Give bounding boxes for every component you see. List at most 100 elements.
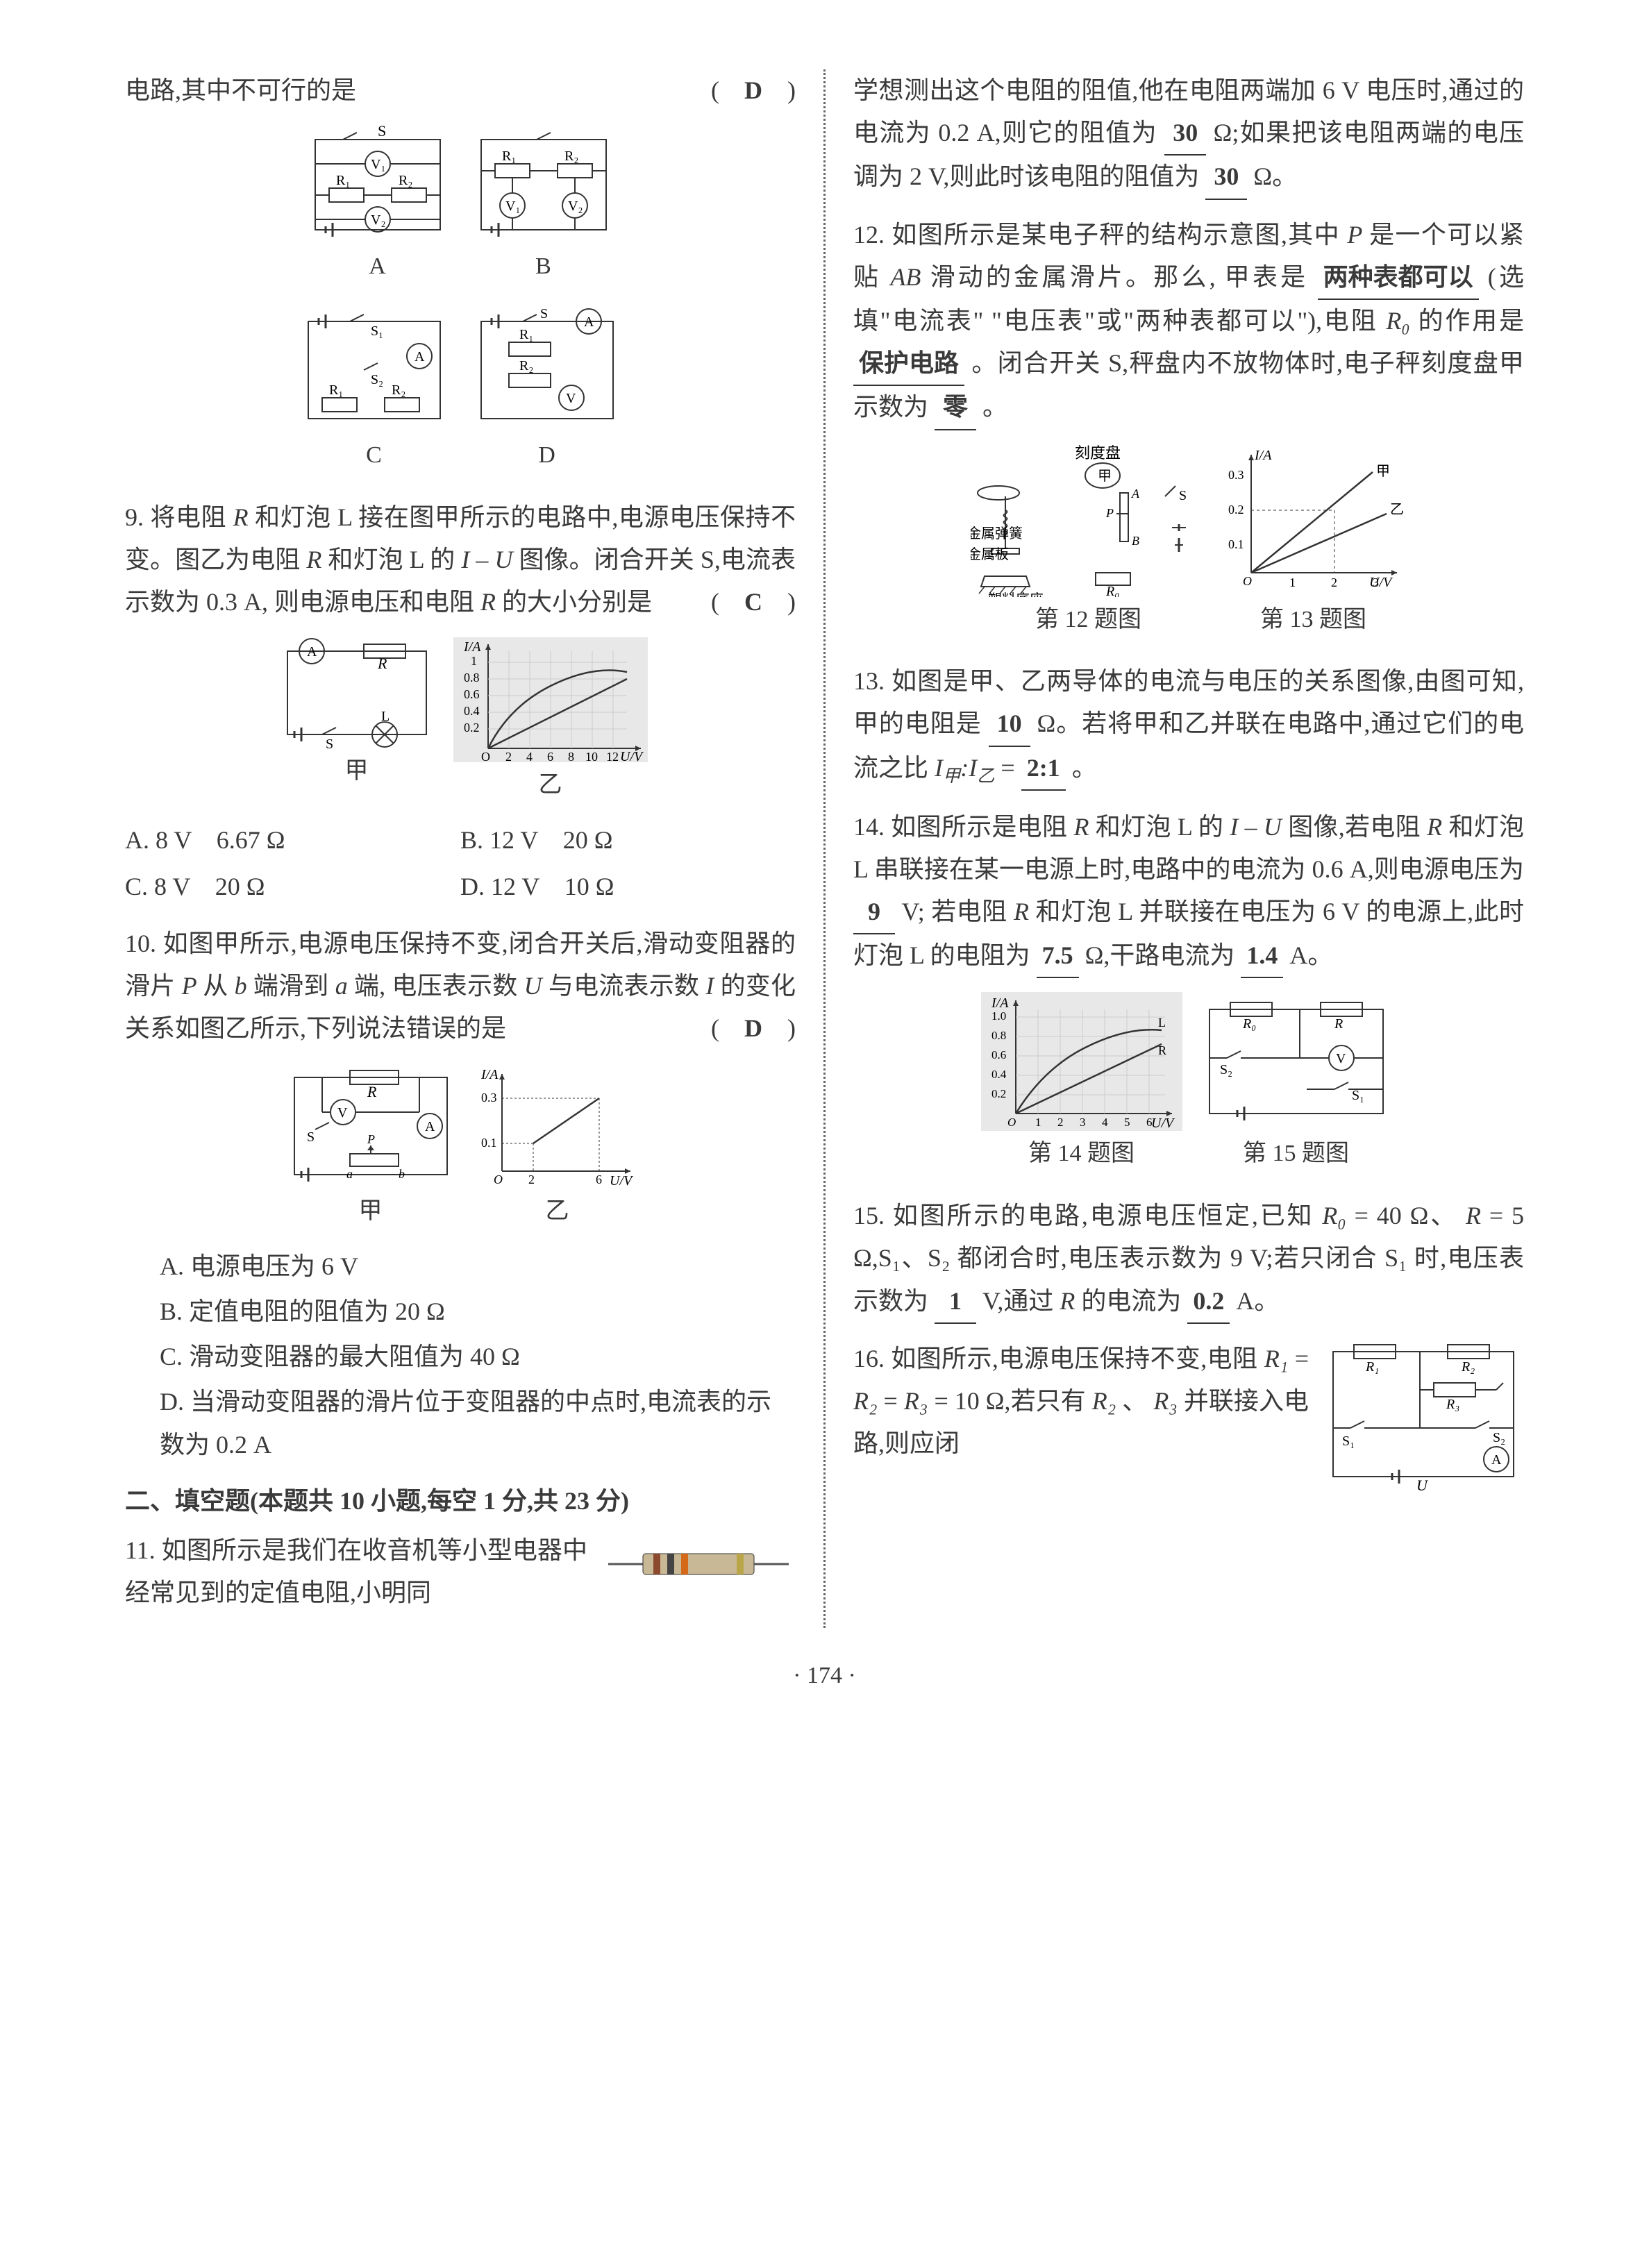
q12-num: 12.	[853, 221, 885, 249]
q16-t1: 如图所示,电源电压保持不变,电阻	[891, 1345, 1257, 1372]
svg-text:R: R	[367, 1083, 377, 1100]
q14-t1: 如图所示是电阻	[891, 813, 1067, 841]
q9-circuit-svg: A R S L	[274, 637, 440, 748]
circuit-d: S A R₁ R₂ V D	[467, 308, 627, 476]
svg-text:6: 6	[1146, 1116, 1153, 1129]
svg-text:5: 5	[1124, 1116, 1130, 1129]
svg-text:V: V	[566, 391, 576, 406]
circuit-c-svg: S₁ A S₂ R₁ R₂	[294, 308, 454, 432]
q14-t3: 图像,若电阻	[1288, 813, 1421, 841]
q8-block: 电路,其中不可行的是 ( D ) S V₁ R₁	[125, 69, 796, 482]
q14-num: 14.	[853, 813, 885, 841]
label-d: D	[467, 435, 627, 476]
svg-text:6: 6	[547, 750, 553, 762]
resistor-diagram	[601, 1529, 796, 1599]
q10-t2: 从	[203, 972, 228, 1000]
svg-text:V₁: V₁	[505, 199, 520, 214]
r-v7: R	[1466, 1202, 1481, 1229]
label-b: B	[467, 246, 620, 287]
svg-text:1.0: 1.0	[991, 1009, 1006, 1023]
q13-diag-label: 第 13 题图	[1220, 600, 1407, 640]
plate-label: 金属板	[971, 546, 1009, 562]
q12-svg: 刻度盘 甲 金属弹簧 金属板	[971, 444, 1207, 597]
r2-v2: R₂	[1092, 1387, 1116, 1415]
q15-svg: R₀ R V S₂ S₁	[1196, 992, 1397, 1131]
i-var: I	[705, 972, 720, 1000]
left-column: 电路,其中不可行的是 ( D ) S V₁ R₁	[104, 69, 817, 1628]
svg-text:10: 10	[585, 750, 598, 762]
q12-ans3: 零	[935, 386, 976, 430]
q8-diagrams-2: S₁ A S₂ R₁ R₂ C	[125, 301, 796, 482]
q12-diag-label: 第 12 题图	[971, 600, 1207, 640]
q10-t4: 端, 电压表示数	[354, 972, 517, 1000]
svg-text:甲: 甲	[1098, 469, 1112, 484]
r0-v2: R₀	[1322, 1202, 1346, 1229]
q10-circuit: R V A S P	[281, 1064, 461, 1232]
q15-circuit: R₀ R V S₂ S₁	[1196, 992, 1397, 1174]
svg-text:S: S	[378, 126, 386, 140]
svg-text:12: 12	[606, 750, 619, 762]
q13-t3: =	[1001, 754, 1014, 782]
q10-answer-paren: ( D )	[711, 1007, 796, 1050]
svg-text:V: V	[337, 1105, 348, 1120]
svg-text:2: 2	[505, 750, 512, 762]
q11-block: 11. 如图所示是我们在收音机等小型电器中经常见到的定值电阻,小明同	[125, 1529, 796, 1614]
q14-ans3: 1.4	[1241, 934, 1283, 978]
q10-opt-c: C. 滑动变阻器的最大阻值为 40 Ω	[160, 1336, 796, 1378]
u-var: U	[524, 972, 549, 1000]
q15-t1: 如图所示的电路,电源电压恒定,已知	[893, 1202, 1314, 1229]
q8-diagrams: S V₁ R₁ R₂ V₂	[125, 119, 796, 294]
svg-text:R₂: R₂	[1461, 1359, 1475, 1375]
q8-answer: D	[744, 76, 762, 104]
q8-answer-paren: ( D )	[711, 69, 796, 112]
svg-text:4: 4	[1102, 1116, 1108, 1129]
q15-t2: = 40 Ω、	[1355, 1202, 1457, 1229]
svg-text:0.1: 0.1	[1228, 537, 1244, 551]
q9-graph-svg: I/A U/V 1 0.8 0.6 0.4 0.2 O 2 4 6 8 10 1…	[453, 637, 648, 762]
r-var2: R	[306, 546, 328, 573]
q16-svg: R₁ R₂ R₃ S₁ S₂	[1323, 1338, 1524, 1490]
q14-block: 14. 如图所示是电阻 R 和灯泡 L 的 I – U 图像,若电阻 R 和灯泡…	[853, 806, 1524, 1182]
q14-t2: 和灯泡 L 的	[1096, 813, 1223, 841]
svg-text:R₂: R₂	[519, 358, 533, 373]
q10-graph-svg: I/A U/V 0.3 0.1 O 2 6	[474, 1064, 641, 1188]
q10-circuit-svg: R V A S P	[281, 1064, 461, 1188]
spring-label: 金属弹簧	[971, 526, 1023, 541]
q13-ans1: 10	[989, 703, 1030, 746]
svg-text:V₂: V₂	[568, 199, 583, 214]
svg-text:A: A	[307, 644, 317, 660]
q13-t4: 。	[1072, 754, 1097, 782]
r-v6: R	[1014, 898, 1035, 925]
r3-v: R₃	[904, 1387, 928, 1415]
svg-text:R₁: R₁	[519, 327, 533, 342]
q14-t5: V; 若电阻	[901, 898, 1007, 925]
svg-text:O: O	[481, 750, 490, 762]
svg-text:S₂: S₂	[1493, 1430, 1505, 1445]
svg-text:O: O	[1007, 1116, 1016, 1129]
svg-text:4: 4	[526, 750, 533, 762]
p-var2: P	[1347, 221, 1369, 249]
q9-label-l: 甲	[274, 751, 440, 791]
a-var: a	[335, 972, 354, 1000]
q9-t5: 的大小分别是	[502, 588, 652, 616]
q13-graph: I/A U/V 0.3 0.2 0.1 O 1 2 3 甲 乙	[1220, 444, 1407, 640]
svg-text:V₂: V₂	[371, 212, 385, 228]
svg-text:0.4: 0.4	[991, 1068, 1007, 1081]
base-label: 塑料底座	[988, 591, 1044, 597]
svg-text:R₀: R₀	[1105, 584, 1119, 597]
svg-text:O: O	[1243, 574, 1252, 588]
q11-num: 11.	[125, 1536, 156, 1564]
circuit-a: S V₁ R₁ R₂ V₂	[301, 126, 454, 287]
label-a: A	[301, 246, 454, 287]
r3-v2: R₃	[1153, 1387, 1184, 1415]
svg-text:S₁: S₁	[1342, 1434, 1355, 1449]
section-2-header: 二、填空题(本题共 10 小题,每空 1 分,共 23 分)	[125, 1480, 796, 1522]
b-var: b	[235, 972, 253, 1000]
r-v5: R	[1427, 813, 1448, 841]
q16-t2: =	[1295, 1345, 1309, 1372]
r-var: R	[233, 503, 256, 531]
svg-text:1: 1	[1035, 1116, 1041, 1129]
q9-opt-a: A. 8 V 6.67 Ω	[125, 819, 460, 862]
q9-opt-c: C. 8 V 20 Ω	[125, 866, 460, 908]
circuit-a-svg: S V₁ R₁ R₂ V₂	[301, 126, 454, 244]
